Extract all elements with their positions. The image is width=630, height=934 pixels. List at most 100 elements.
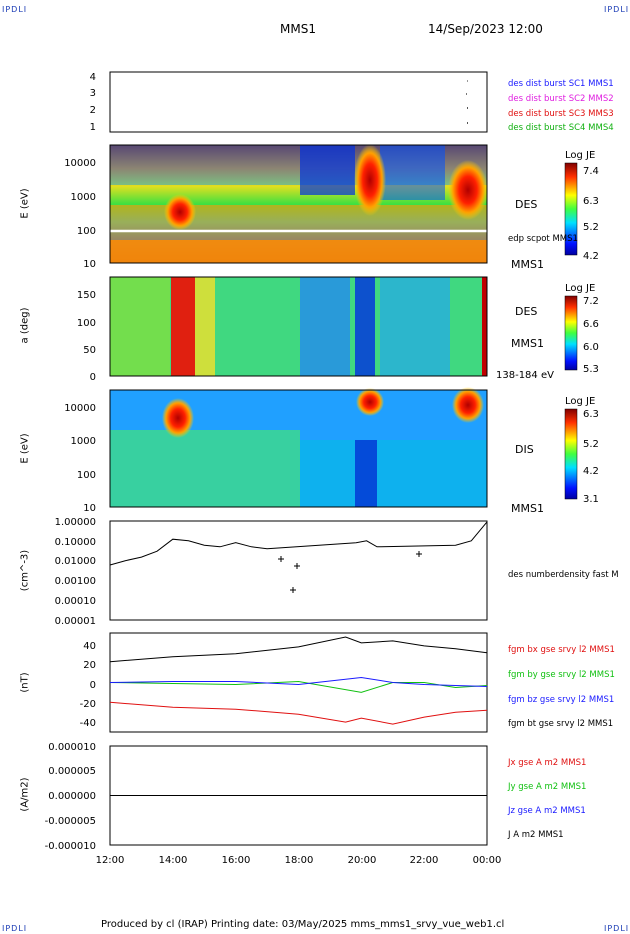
edp-scpot-label: edp scpot MMS1 [508, 234, 578, 244]
des-pitch-edge-band [482, 277, 487, 376]
des-energy-ytick: 1000 [71, 192, 96, 203]
x-tick-label: 12:00 [96, 855, 125, 866]
burst-marker [467, 80, 468, 82]
dis-energy-colorbar [564, 408, 578, 500]
des-pitch-species-label: DES [515, 305, 538, 318]
bfield-ytick: 40 [83, 641, 96, 652]
des-pitch-yticks: 150 100 50 0 [77, 290, 96, 383]
des-energy-colorbar-tick: 4.2 [583, 251, 599, 262]
spacecraft-title: MMS1 [280, 22, 316, 36]
density-cross-marker [294, 563, 300, 569]
des-pitch-colorbar-tick: 6.0 [583, 342, 599, 353]
burst-panel-yticks: 4 3 2 1 [90, 72, 96, 133]
bfield-legend-bt: fgm bt gse srvy l2 MMS1 [508, 719, 614, 729]
density-cross-markers [278, 551, 422, 593]
bfield-legend-bz: fgm bz gse srvy l2 MMS1 [508, 695, 615, 705]
des-energy-ytick: 100 [77, 226, 96, 237]
current-ytick: 0.000010 [48, 742, 96, 753]
dis-energy-hotspot [452, 387, 484, 423]
des-pitch-cool-band [380, 277, 450, 376]
burst-marker [467, 107, 468, 109]
dis-energy-colorbar-title: Log JE [565, 396, 596, 407]
bz-line [109, 676, 488, 687]
des-energy-bottom-band [110, 240, 487, 263]
des-energy-ytick: 10 [83, 259, 96, 270]
dis-energy-band [300, 440, 487, 507]
des-pitch-colorbar-tick: 6.6 [583, 319, 599, 330]
dis-energy-sc-label: MMS1 [511, 502, 544, 515]
dis-energy-colorbar-tick: 6.3 [583, 409, 599, 420]
current-ytick: -0.000010 [45, 841, 96, 852]
density-cross-marker [416, 551, 422, 557]
bfield-series [109, 636, 488, 725]
burst-ytick: 2 [90, 105, 96, 116]
density-ytick: 0.00100 [55, 576, 96, 587]
bfield-yticks: 40 20 0 -20 -40 [80, 641, 96, 729]
burst-ytick: 4 [90, 72, 96, 83]
dis-energy-colorbar-tick: 4.2 [583, 466, 599, 477]
dis-energy-frame [109, 389, 488, 508]
des-energy-colorbar-title: Log JE [565, 150, 596, 161]
burst-ytick: 1 [90, 122, 96, 133]
burst-panel-frame [109, 71, 488, 133]
des-energy-colorbar-tick: 5.2 [583, 222, 599, 233]
burst-legend-mms3: des dist burst SC3 MMS3 [508, 109, 614, 119]
bfield-legend-bx: fgm bx gse srvy l2 MMS1 [508, 645, 615, 655]
density-ylabel: (cm^-3) [19, 549, 31, 592]
density-ytick: 1.00000 [55, 517, 96, 528]
des-energy-hotspot [354, 144, 386, 216]
des-pitch-spectrogram [110, 277, 487, 376]
dis-energy-ytick: 10000 [64, 403, 96, 414]
des-pitch-colorbar-tick: 5.3 [583, 364, 599, 375]
corner-label-top-left: IPDLI [2, 5, 28, 14]
x-tick-label: 22:00 [410, 855, 439, 866]
density-ytick: 0.00010 [55, 596, 96, 607]
density-legend: des numberdensity fast M [508, 570, 619, 580]
date-title: 14/Sep/2023 12:00 [428, 22, 543, 36]
current-yticks: 0.000010 0.000005 0.000000 -0.000005 -0.… [45, 742, 96, 852]
current-legend-j: J A m2 MMS1 [508, 830, 564, 840]
des-energy-yticks: 10000 1000 100 10 [64, 158, 96, 270]
dis-energy-ytick: 1000 [71, 436, 96, 447]
des-energy-ylabel: E (eV) [19, 188, 31, 219]
des-pitch-band [110, 277, 170, 376]
dis-energy-band [110, 430, 300, 507]
current-ytick: 0.000005 [48, 766, 96, 777]
bx-line [109, 701, 488, 725]
bfield-ytick: 0 [90, 680, 96, 691]
density-frame [109, 520, 488, 621]
des-energy-ytick: 10000 [64, 158, 96, 169]
des-energy-colorbar-tick: 7.4 [583, 166, 599, 177]
density-yticks: 1.00000 0.10000 0.01000 0.00100 0.00010 … [55, 517, 96, 627]
x-axis-labels: 12:00 14:00 16:00 18:00 20:00 22:00 00:0… [96, 855, 502, 866]
des-energy-hotspot [448, 160, 488, 220]
des-pitch-ytick: 150 [77, 290, 96, 301]
dis-energy-ylabel: E (eV) [19, 433, 31, 464]
density-cross-marker [278, 556, 284, 562]
des-energy-spectrogram [110, 144, 488, 263]
des-pitch-warm-band [195, 277, 215, 376]
dis-energy-species-label: DIS [515, 443, 534, 456]
des-pitch-ylabel: a (deg) [19, 307, 31, 344]
dis-energy-spectrogram [110, 387, 487, 507]
density-ytick: 0.10000 [55, 537, 96, 548]
des-pitch-cool-band [355, 277, 375, 376]
dis-energy-yticks: 10000 1000 100 10 [64, 403, 96, 514]
des-pitch-colorbar-tick: 7.2 [583, 296, 599, 307]
x-tick-label: 18:00 [285, 855, 314, 866]
des-pitch-ytick: 50 [83, 345, 96, 356]
des-energy-hotspot [164, 194, 196, 230]
des-energy-frame [109, 144, 488, 264]
dis-energy-gap [355, 440, 377, 507]
current-ytick: 0.000000 [48, 791, 96, 802]
corner-label-bottom-right: IPDLI [604, 924, 630, 933]
dis-energy-colorbar-tick: 5.2 [583, 439, 599, 450]
density-ytick: 0.01000 [55, 556, 96, 567]
des-pitch-range-label: 138-184 eV [496, 370, 554, 381]
des-pitch-hot-band [171, 277, 195, 376]
dis-energy-colorbar-tick: 3.1 [583, 494, 599, 505]
burst-marker [466, 93, 467, 95]
des-pitch-colorbar [564, 295, 578, 371]
density-cross-marker [290, 587, 296, 593]
des-pitch-frame [109, 276, 488, 377]
